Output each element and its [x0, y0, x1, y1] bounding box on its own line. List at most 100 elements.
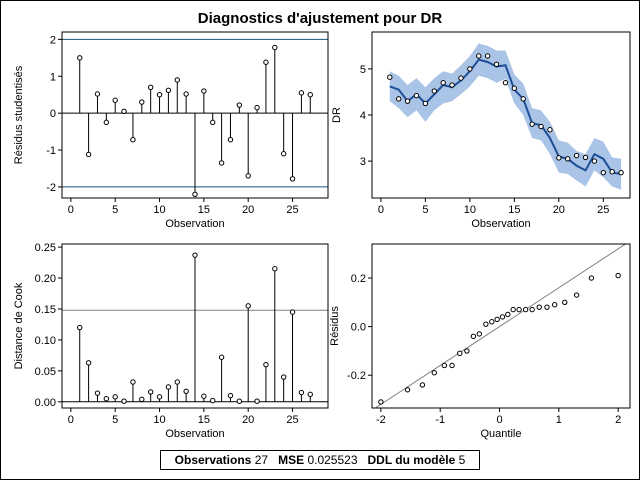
cook-ytick-label: 0.20 [35, 273, 56, 285]
qq-point [494, 316, 500, 323]
observed-point [573, 152, 580, 159]
cook-point [263, 361, 269, 368]
cook-point [112, 394, 118, 400]
observed-point [556, 155, 562, 161]
observed-point [404, 98, 411, 104]
residus-point [183, 91, 189, 97]
cook-point [272, 266, 278, 272]
cook-point [77, 324, 83, 331]
cook-xtick-label: 20 [242, 414, 254, 426]
qqplot-plot-area [374, 244, 627, 408]
residus-point [112, 97, 118, 103]
observed-point [449, 82, 455, 88]
qq-point [483, 321, 489, 327]
cook-point [183, 388, 189, 394]
observed-point [511, 85, 518, 91]
residus-xtick-label: 15 [198, 204, 210, 216]
qq-point [470, 333, 477, 340]
residus-point [227, 137, 234, 143]
obs-label: Observations [174, 453, 252, 467]
qq-point [536, 304, 542, 310]
fit-statistics-box: Observations 27 MSE 0.025523 DDL du modè… [160, 450, 480, 470]
residus-point [77, 55, 83, 61]
observed-point [538, 123, 544, 130]
residus-ytick-label: 0 [50, 108, 56, 120]
cook-plot-area [62, 252, 328, 404]
cook-point [254, 398, 260, 404]
qq-ref-line [374, 244, 627, 408]
qqplot-xtick-label: 0 [496, 414, 502, 426]
qq-point [551, 302, 558, 308]
residus-axes-frame [61, 31, 329, 199]
ajustement-xtick-label: 10 [464, 204, 476, 216]
ajustement-xtick-label: 20 [553, 204, 565, 216]
residus-point [236, 102, 243, 108]
residus-point [103, 119, 110, 126]
fit-confidence-band [389, 43, 622, 190]
cook-xtick-label: 0 [68, 414, 74, 426]
cook-point [298, 389, 305, 396]
residus-xtick-label: 0 [68, 204, 74, 216]
qq-point [588, 275, 595, 281]
cook-point [147, 389, 154, 395]
residus-point [85, 151, 92, 158]
cook-xlabel: Observation [165, 428, 224, 440]
qq-point [615, 272, 621, 279]
residus-ytick-label: 2 [50, 34, 56, 46]
residus-ytick-label: -2 [46, 182, 56, 194]
observed-point [440, 80, 446, 86]
qq-point [449, 362, 455, 369]
cook-ytick-label: 0.00 [35, 397, 56, 409]
qq-point [489, 319, 495, 325]
residus-point [280, 151, 287, 157]
qq-point [529, 306, 535, 313]
figure-title: Diagnostics d'ajustement pour DR [197, 10, 443, 27]
cook-point [85, 360, 92, 366]
qq-point [419, 382, 426, 388]
cook-point [289, 309, 296, 315]
cook-point [201, 393, 207, 399]
observed-point [609, 169, 615, 175]
observed-point [565, 156, 571, 162]
cook-point [236, 398, 243, 404]
residus-point [174, 77, 180, 83]
observed-point [529, 121, 535, 127]
cook-point [156, 394, 163, 400]
residus-point [210, 119, 216, 126]
ddl-label: DDL du modèle [367, 453, 456, 467]
residus-ytick-label: -1 [46, 145, 56, 157]
cook-point [121, 398, 127, 404]
cook-point [103, 396, 110, 402]
qqplot-xtick-label: -1 [435, 414, 445, 426]
residus-xtick-label: 5 [112, 204, 118, 216]
mse-label: MSE [278, 453, 305, 467]
qq-point [476, 331, 483, 337]
residus-point [289, 176, 296, 182]
observed-point [467, 66, 473, 72]
cook-point [227, 392, 234, 399]
observed-point [618, 169, 624, 176]
residus-point [130, 137, 136, 143]
ajustement-xtick-label: 0 [378, 204, 384, 216]
mse-value: 0.025523 [307, 453, 358, 467]
observed-point [413, 92, 420, 99]
observed-point [547, 127, 553, 133]
cook-ytick-label: 0.25 [35, 242, 56, 254]
qqplot-ytick-label: 0.0 [351, 322, 366, 334]
cook-xtick-label: 15 [198, 414, 210, 426]
ddl-value: 5 [458, 453, 466, 467]
qq-point [510, 306, 516, 313]
fit-line [389, 58, 622, 176]
cook-point [139, 396, 145, 403]
observed-point [493, 61, 500, 67]
residus-point [307, 92, 313, 98]
residus-point [121, 108, 127, 115]
qqplot-xtick-label: -2 [376, 414, 386, 426]
qqplot-ytick-label: -0.2 [347, 370, 366, 382]
residus-xtick-label: 20 [242, 204, 254, 216]
cook-xtick-label: 5 [112, 414, 118, 426]
qq-point [457, 350, 463, 357]
residus-point [272, 44, 278, 51]
